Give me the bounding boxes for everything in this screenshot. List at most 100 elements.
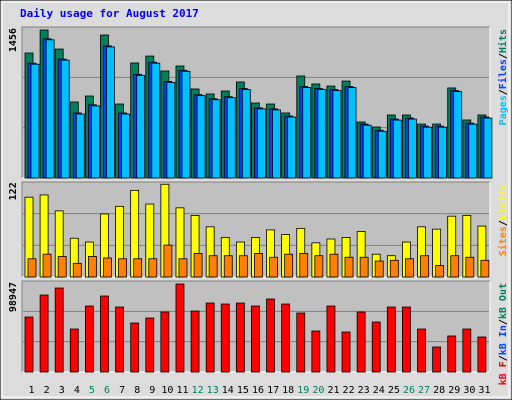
bar <box>405 258 414 278</box>
x-tick-label: 12 <box>192 385 204 396</box>
bar <box>465 256 475 278</box>
bar <box>420 255 429 278</box>
x-tick-label: 16 <box>252 385 264 396</box>
bar <box>181 70 191 179</box>
legend-separator: / <box>498 89 509 95</box>
bar <box>115 306 124 373</box>
bar <box>299 253 309 278</box>
bar <box>266 298 275 373</box>
bar <box>211 99 221 179</box>
legend-separator: / <box>498 319 509 325</box>
bar <box>254 253 263 278</box>
bar <box>281 303 291 373</box>
x-tick-label: 1 <box>29 385 35 396</box>
legend-entry: Sites <box>497 226 509 256</box>
bar <box>347 87 357 179</box>
bar <box>341 331 351 373</box>
x-tick-label: 3 <box>59 385 65 396</box>
bar <box>118 258 127 278</box>
bar <box>54 287 64 373</box>
bar <box>45 39 55 179</box>
bar <box>241 89 251 179</box>
chart-title: Daily usage for August 2017 <box>20 7 199 20</box>
x-tick-label: 20 <box>312 385 324 396</box>
x-tick-label: 25 <box>388 385 400 396</box>
bar <box>220 303 230 373</box>
legend-entry: kB Out <box>498 283 509 319</box>
bar <box>39 294 49 373</box>
x-tick-label: 18 <box>282 385 294 396</box>
x-tick-label: 10 <box>161 385 173 396</box>
bar <box>223 255 233 278</box>
bar <box>121 113 130 179</box>
x-tick-label: 30 <box>463 385 475 396</box>
bar <box>311 330 321 373</box>
x-tick-label: 22 <box>343 385 355 396</box>
bar <box>302 87 312 179</box>
bar <box>477 336 487 373</box>
x-tick-label: 23 <box>358 385 370 396</box>
x-tick-label: 8 <box>134 385 140 396</box>
bar <box>190 310 200 373</box>
legend: kB F/kB In/kB Out <box>498 283 509 385</box>
bar <box>75 113 85 179</box>
bar <box>205 302 215 373</box>
x-tick-label: 17 <box>267 385 279 396</box>
x-tick-label: 15 <box>237 385 249 396</box>
bar <box>362 124 372 179</box>
x-tick-label: 19 <box>297 385 309 396</box>
x-tick-label: 6 <box>104 385 110 396</box>
bar <box>69 328 79 373</box>
x-tick-label: 4 <box>74 385 80 396</box>
bar <box>438 126 448 179</box>
bar <box>151 62 161 179</box>
x-tick-label: 9 <box>149 385 155 396</box>
bar <box>317 89 327 179</box>
bar <box>468 123 478 179</box>
legend-entry: Pages <box>498 95 509 125</box>
bar <box>100 295 109 373</box>
legend-separator: / <box>498 53 509 59</box>
bar <box>42 253 52 278</box>
bar <box>332 90 342 179</box>
bar <box>208 255 218 278</box>
legend-separator: / <box>498 220 509 226</box>
bar <box>27 258 37 278</box>
bar <box>72 262 82 278</box>
bar <box>389 259 399 278</box>
bar <box>287 116 297 179</box>
bar <box>359 256 369 278</box>
legend: Sites/Visits <box>497 184 509 256</box>
x-tick-label: 26 <box>403 385 415 396</box>
legend: Pages/Files/Hits <box>497 29 509 125</box>
bar <box>60 59 70 179</box>
bar <box>314 255 324 278</box>
bar <box>453 91 463 179</box>
bar <box>145 317 155 373</box>
bar <box>226 97 236 179</box>
bar <box>374 260 384 278</box>
x-tick-label: 28 <box>433 385 445 396</box>
y-tick-label: 122 <box>8 182 19 200</box>
x-tick-label: 13 <box>207 385 219 396</box>
bar <box>402 306 411 373</box>
x-tick-label: 14 <box>222 385 234 396</box>
legend-entry: Hits <box>497 29 509 53</box>
legend-entry: Files <box>497 59 509 89</box>
bar <box>450 255 460 278</box>
bar <box>196 95 206 179</box>
bar <box>24 316 34 373</box>
bar <box>257 108 266 179</box>
bar <box>447 335 457 373</box>
legend-separator: / <box>498 355 509 361</box>
x-tick-label: 7 <box>119 385 125 396</box>
bar <box>432 346 442 373</box>
bar <box>130 322 140 373</box>
legend-entry: Visits <box>497 184 509 220</box>
bar <box>30 63 40 179</box>
bar <box>57 256 67 278</box>
bar <box>269 256 278 278</box>
bar <box>160 311 170 373</box>
x-tick-label: 31 <box>478 385 490 396</box>
